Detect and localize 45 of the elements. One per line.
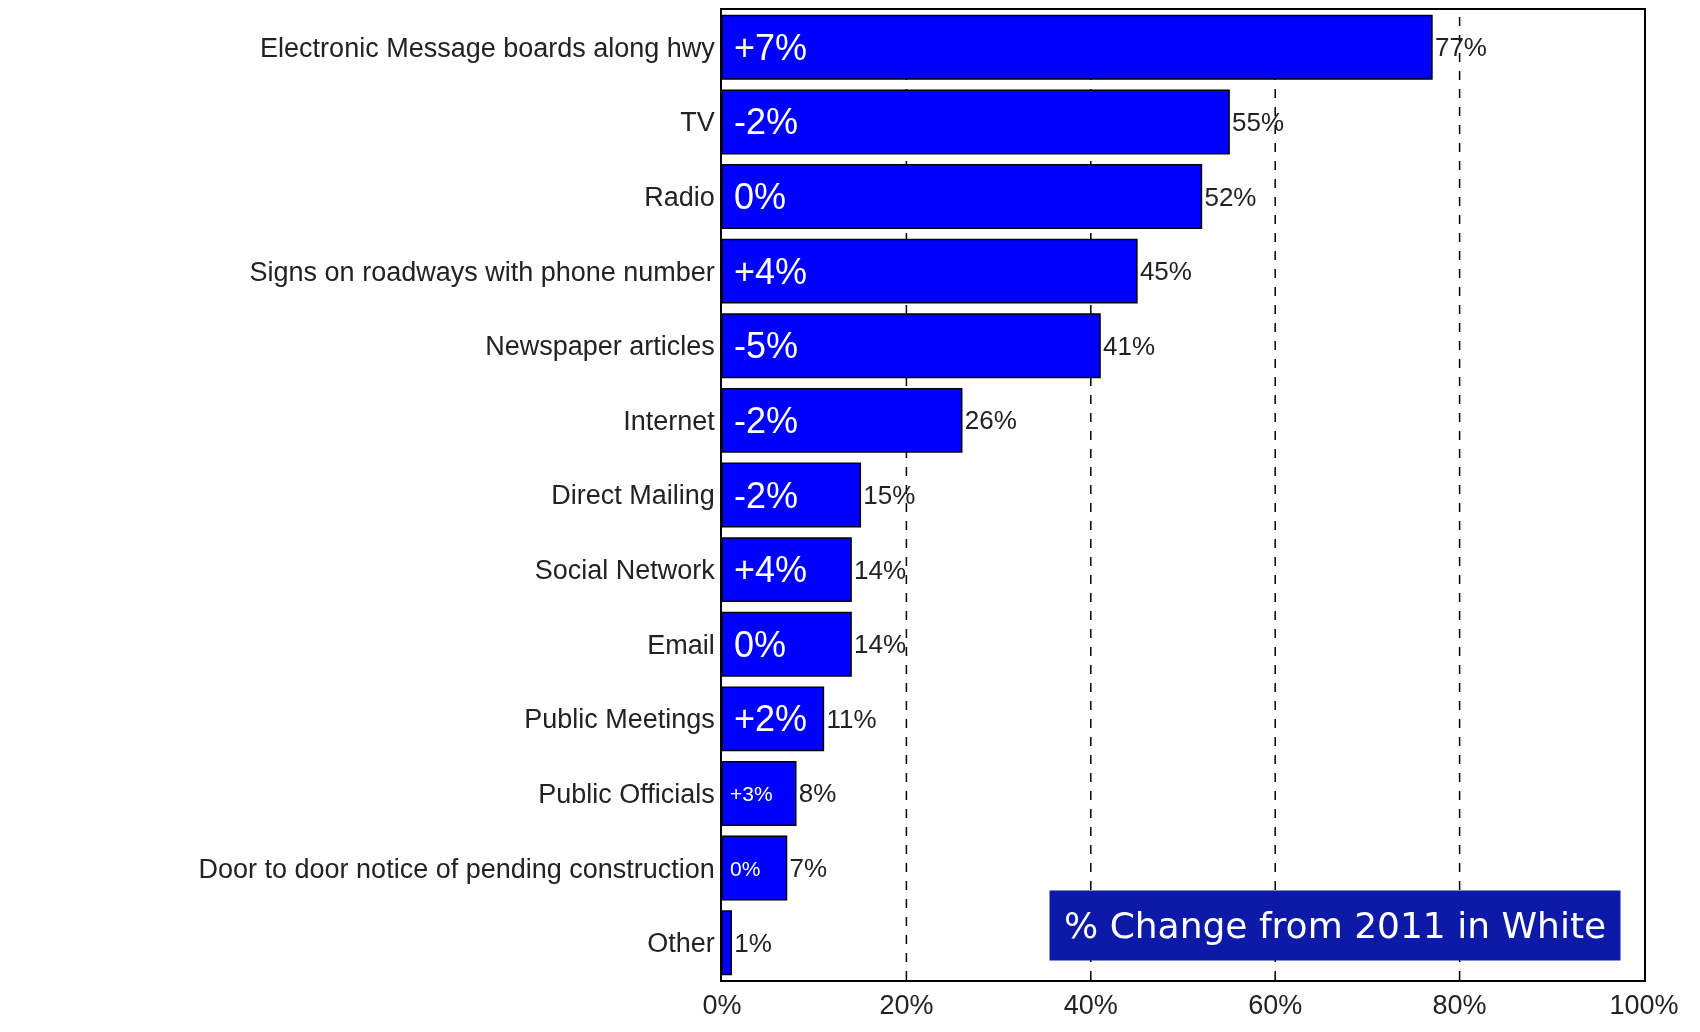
x-tick-label: 20%	[879, 990, 934, 1021]
data-label: 41%	[1103, 330, 1156, 361]
annotation: +2%	[734, 698, 808, 739]
data-label: 14%	[854, 554, 907, 585]
data-label: 14%	[854, 629, 907, 660]
annotation: +4%	[734, 251, 808, 292]
annotation: -2%	[734, 475, 799, 516]
y-tick-label: TV	[680, 107, 715, 138]
y-tick-label: Direct Mailing	[551, 480, 715, 511]
y-tick-label: Newspaper articles	[485, 331, 715, 362]
annotation: 0%	[734, 624, 787, 665]
y-tick-label: Radio	[644, 181, 715, 212]
x-tick-label: 80%	[1432, 990, 1487, 1021]
data-label: 52%	[1204, 181, 1257, 212]
y-tick-label: Social Network	[534, 555, 716, 586]
x-tick-label: 40%	[1063, 990, 1118, 1021]
annotation: +4%	[734, 549, 808, 590]
y-tick-label: Door to door notice of pending construction	[198, 853, 715, 884]
data-label: 77%	[1434, 32, 1487, 63]
annotation: 0%	[730, 857, 761, 880]
y-tick-label: Public Officials	[538, 778, 715, 809]
data-label: 45%	[1139, 256, 1192, 287]
annotation: +7%	[734, 27, 808, 68]
data-label: 15%	[863, 480, 916, 510]
data-label: 55%	[1232, 106, 1285, 137]
annotation: % Change from 2011 in White	[1064, 905, 1607, 946]
annotation: -5%	[734, 325, 799, 366]
data-label: 1%	[734, 927, 772, 958]
y-tick-label: Other	[647, 928, 715, 959]
data-label: 11%	[826, 703, 877, 734]
annotation: -2%	[734, 400, 799, 441]
annotation: +3%	[730, 782, 773, 805]
x-tick-label: 0%	[702, 990, 742, 1021]
x-tick-label: 100%	[1609, 990, 1679, 1021]
y-tick-label: Signs on roadways with phone number	[249, 256, 715, 287]
y-tick-label: Public Meetings	[524, 704, 715, 735]
y-tick-label: Email	[647, 629, 715, 660]
annotation: 0%	[734, 176, 787, 217]
y-tick-label: Internet	[623, 405, 716, 436]
x-tick-label: 60%	[1248, 990, 1303, 1021]
annotation: -2%	[734, 101, 799, 142]
data-label: 8%	[798, 778, 837, 809]
data-label: 7%	[789, 853, 828, 884]
data-label: 26%	[964, 405, 1017, 436]
y-tick-label: Electronic Message boards along hwy	[260, 32, 716, 63]
